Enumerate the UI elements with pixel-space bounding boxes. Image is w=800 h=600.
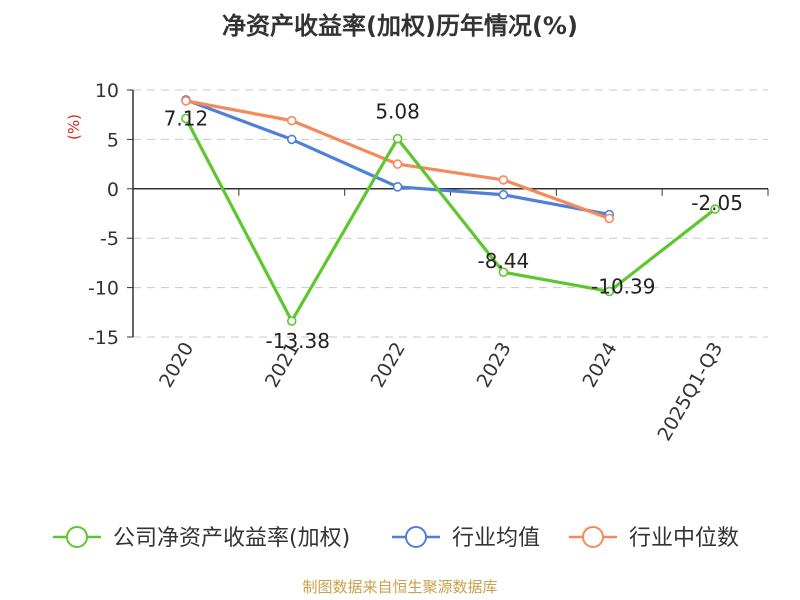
legend-label: 行业中位数 — [629, 526, 739, 551]
legend-marker-icon — [582, 526, 604, 548]
x-tick-label: 2024 — [578, 339, 621, 392]
data-label: -10.39 — [591, 274, 655, 298]
legend-marker-icon — [405, 526, 427, 548]
legend-label: 公司净资产收益率(加权) — [113, 526, 350, 551]
legend: 公司净资产收益率(加权) 行业均值 行业中位数 — [53, 526, 739, 551]
data-point — [498, 267, 509, 277]
data-point — [604, 213, 615, 224]
data-label: -13.38 — [266, 329, 330, 353]
x-tick-label: 2025Q1-Q3 — [653, 339, 727, 445]
legend-item[interactable]: 公司净资产收益率(加权) — [53, 526, 350, 551]
data-point — [604, 286, 615, 297]
y-tick-label: -10 — [88, 278, 119, 300]
y-tick-label: -5 — [100, 228, 119, 250]
legend-marker-icon — [66, 526, 88, 548]
legend-item[interactable]: 行业中位数 — [569, 526, 739, 551]
y-tick-label: -15 — [88, 327, 119, 349]
data-point — [710, 204, 720, 214]
data-point — [392, 159, 403, 169]
series-2 — [181, 96, 615, 224]
data-point — [392, 182, 403, 192]
data-point — [286, 115, 297, 126]
source-note: 制图数据来自恒生聚源数据库 — [302, 578, 497, 596]
chart-title: 净资产收益率(加权)历年情况(%) — [222, 12, 578, 40]
series-line — [184, 117, 717, 323]
x-tick-label: 2022 — [367, 339, 410, 392]
legend-label: 行业均值 — [452, 526, 540, 551]
plot-area — [181, 95, 720, 326]
y-axis-label: (%) — [65, 114, 83, 140]
data-labels: 7.12 -13.38 5.08 -8.44 -10.39 -2.05 — [164, 100, 743, 353]
data-point — [286, 134, 297, 145]
data-point — [181, 96, 191, 106]
y-tick-label: 0 — [107, 179, 119, 201]
legend-item[interactable]: 行业均值 — [392, 526, 540, 551]
data-point — [498, 189, 509, 200]
data-label: 7.12 — [164, 106, 209, 130]
series-0 — [181, 113, 720, 326]
data-point — [181, 113, 191, 124]
data-label: -2.05 — [691, 191, 743, 215]
data-point — [392, 133, 403, 144]
data-point — [498, 175, 509, 185]
data-label: -8.44 — [478, 249, 530, 273]
grid — [133, 89, 768, 338]
data-point — [286, 316, 297, 326]
x-tick-label: 2023 — [473, 339, 516, 392]
x-tick-label: 2020 — [155, 339, 198, 392]
y-tick-label: 10 — [95, 80, 119, 102]
data-label: 5.08 — [375, 100, 420, 124]
y-tick-label: 5 — [107, 129, 119, 151]
